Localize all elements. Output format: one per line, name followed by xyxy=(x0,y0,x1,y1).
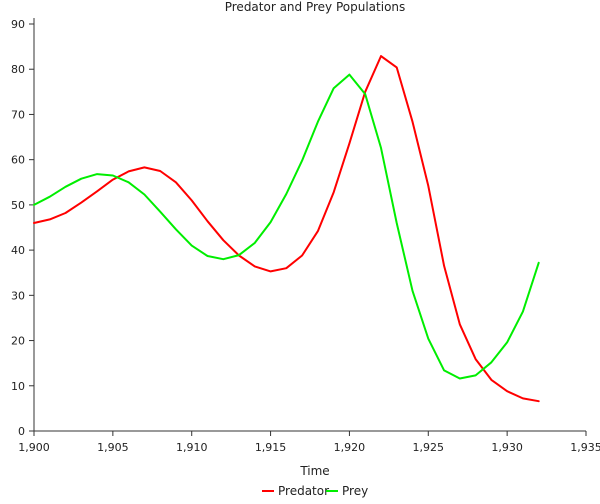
legend-label: Prey xyxy=(342,484,368,498)
chart-title: Predator and Prey Populations xyxy=(225,0,406,14)
x-axis-label: Time xyxy=(299,464,329,478)
series-line-prey xyxy=(33,73,540,380)
y-tick-label: 10 xyxy=(11,380,25,393)
x-tick-label: 1,900 xyxy=(18,441,50,454)
legend-item-prey[interactable]: Prey xyxy=(326,484,368,498)
y-tick-label: 70 xyxy=(11,108,25,121)
y-tick-label: 30 xyxy=(11,289,25,302)
x-tick-label: 1,920 xyxy=(334,441,366,454)
x-tick-label: 1,930 xyxy=(491,441,523,454)
y-axis: 0 10 20 30 40 50 60 70 80 90 xyxy=(11,18,35,438)
y-tick-label: 40 xyxy=(11,244,25,257)
y-tick-label: 50 xyxy=(11,199,25,212)
legend-label: Predator xyxy=(278,484,329,498)
legend[interactable]: Predator Prey xyxy=(262,484,368,498)
x-tick-label: 1,910 xyxy=(176,441,208,454)
x-tick-label: 1,935 xyxy=(570,441,600,454)
y-tick-label: 80 xyxy=(11,63,25,76)
y-tick-label: 0 xyxy=(18,425,25,438)
y-tick-label: 60 xyxy=(11,154,25,167)
x-tick-label: 1,905 xyxy=(97,441,129,454)
x-tick-label: 1,925 xyxy=(413,441,445,454)
x-tick-label: 1,915 xyxy=(255,441,287,454)
y-tick-label: 20 xyxy=(11,335,25,348)
series-line-predator xyxy=(33,55,540,403)
x-axis: 1,900 1,905 1,910 1,915 1,920 1,925 1,930 1,935 xyxy=(18,430,600,454)
legend-item-predator[interactable]: Predator xyxy=(262,484,329,498)
plot-series xyxy=(33,55,540,403)
y-tick-label: 90 xyxy=(11,18,25,31)
